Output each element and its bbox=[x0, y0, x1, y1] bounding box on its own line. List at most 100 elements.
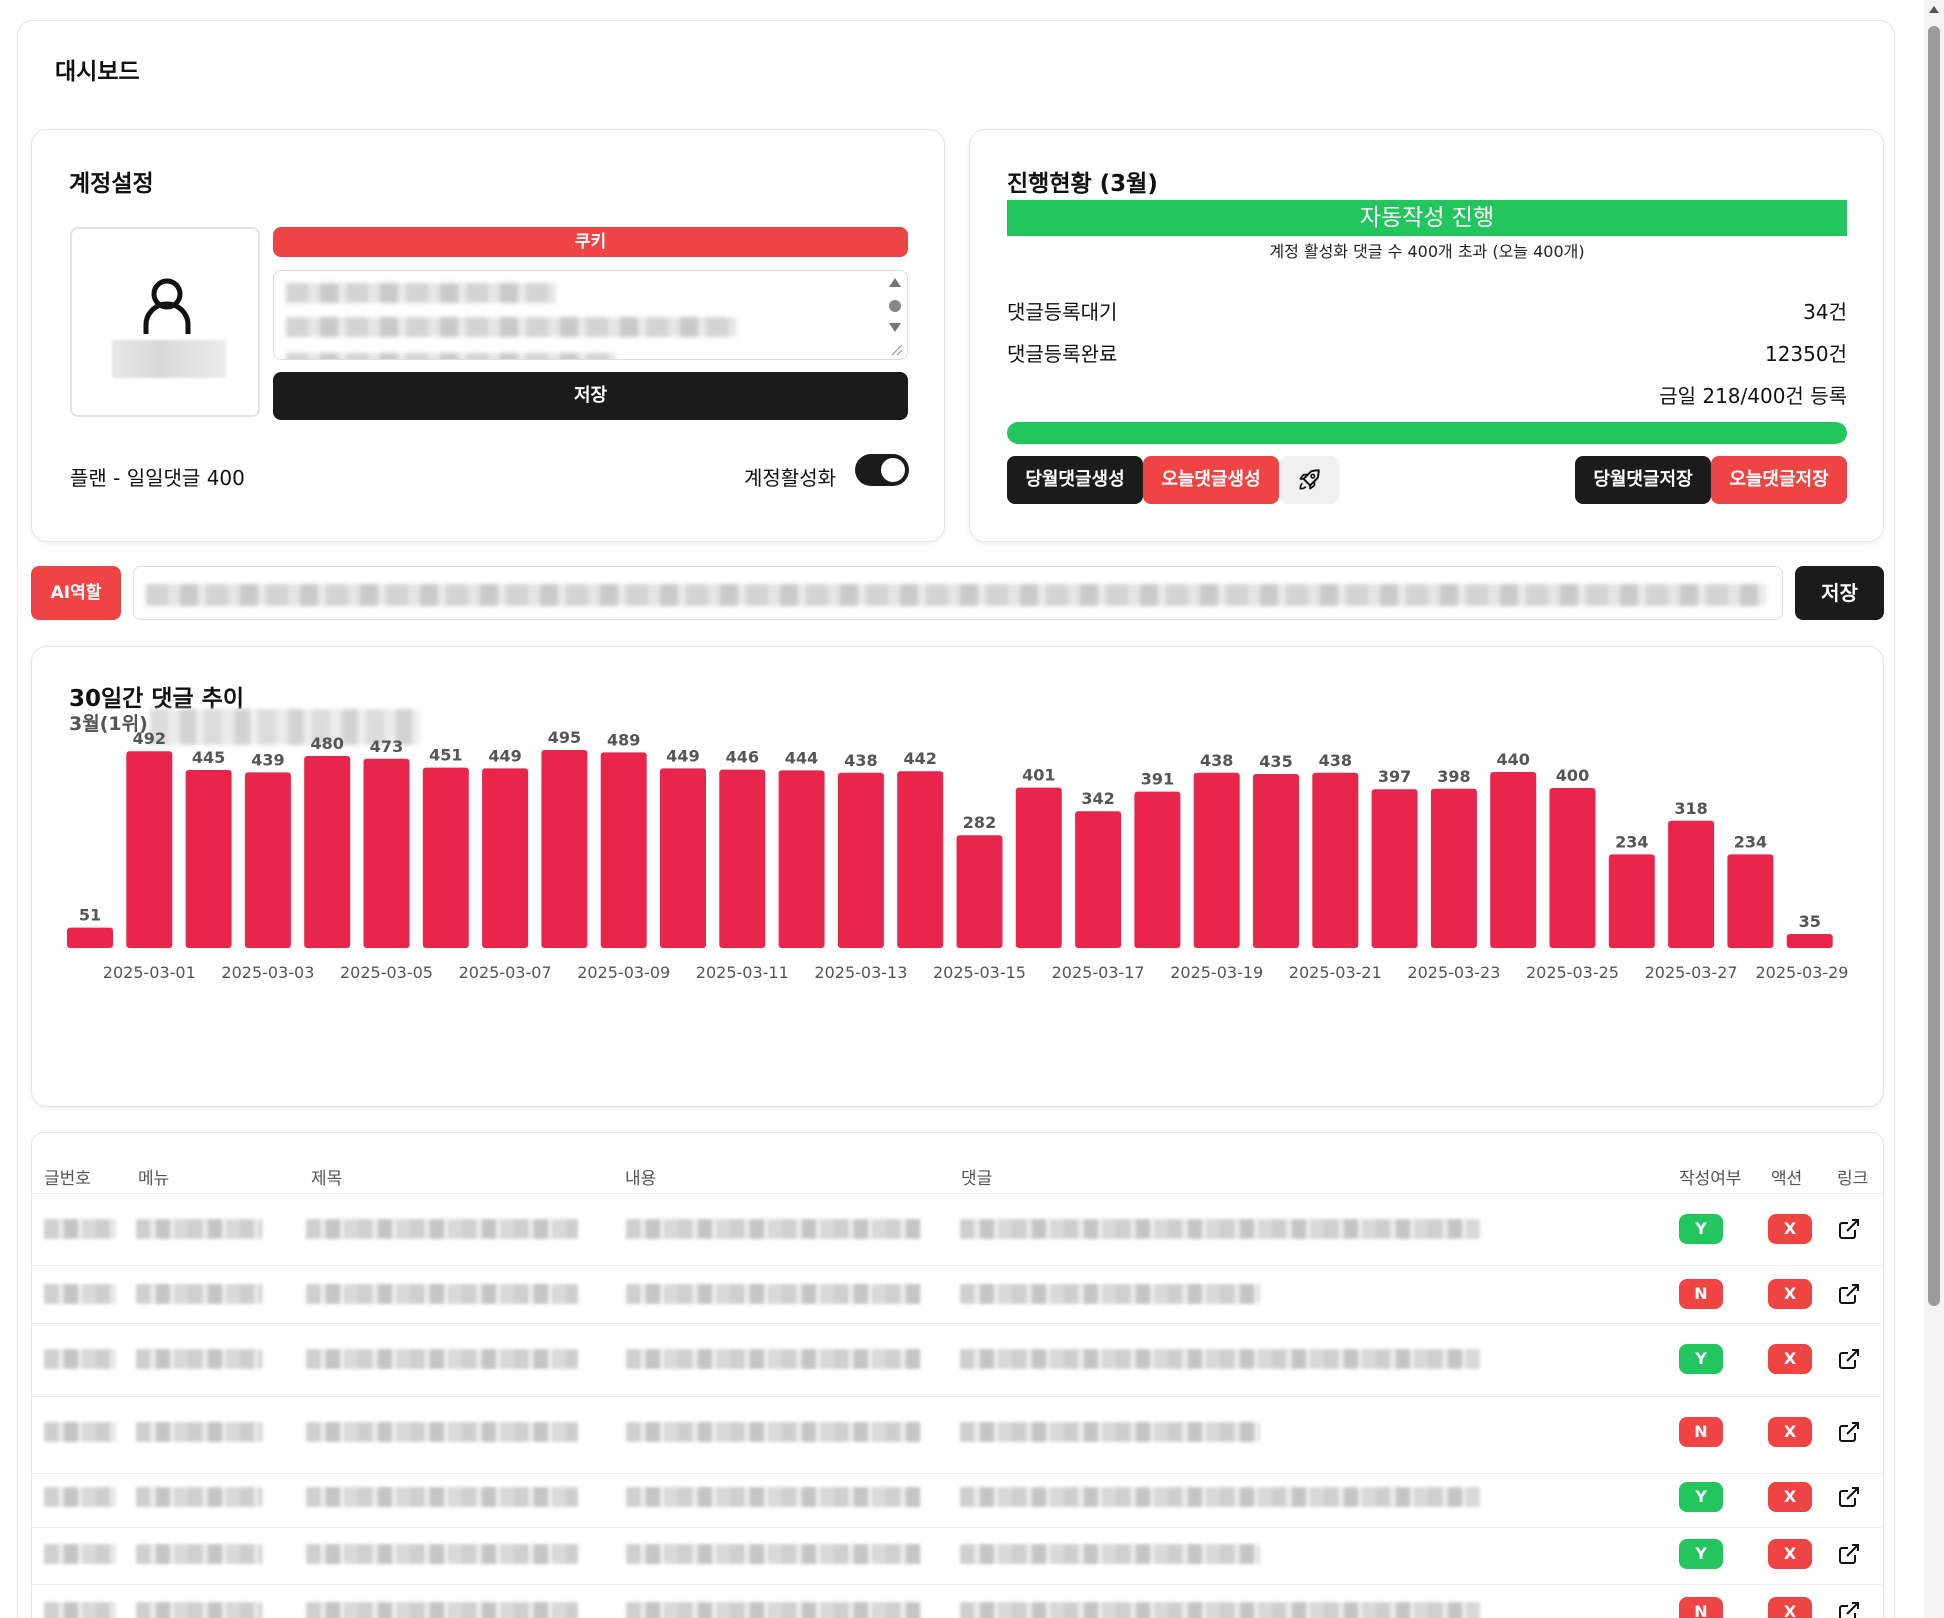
bar-2025-03-29[interactable] bbox=[1786, 934, 1833, 948]
x-tick-label: 2025-03-01 bbox=[103, 963, 196, 982]
x-tick-label: 2025-03-09 bbox=[577, 963, 670, 982]
bar-2025-03-07[interactable] bbox=[482, 768, 529, 948]
stat-value: 34건 bbox=[1803, 300, 1847, 324]
table-cell-redacted bbox=[626, 1349, 921, 1369]
bar-2025-03-05[interactable] bbox=[363, 758, 410, 948]
delete-action-button[interactable]: X bbox=[1768, 1279, 1812, 1309]
bar-2025-03-03[interactable] bbox=[244, 772, 291, 948]
month-comment-save-button[interactable]: 당월댓글저장 bbox=[1575, 456, 1711, 504]
bar-2025-03-10[interactable] bbox=[660, 768, 706, 948]
table-cell-redacted bbox=[626, 1544, 921, 1564]
table-cell-redacted bbox=[44, 1487, 116, 1507]
trend-subtitle-redacted bbox=[150, 709, 420, 745]
external-link-icon[interactable] bbox=[1837, 1600, 1861, 1618]
table-cell-redacted bbox=[306, 1219, 578, 1239]
table-cell-redacted bbox=[960, 1544, 1260, 1564]
external-link-icon[interactable] bbox=[1837, 1217, 1861, 1241]
cookie-textarea[interactable] bbox=[273, 270, 908, 360]
table-cell-redacted bbox=[306, 1422, 578, 1442]
bar-2025-03-15[interactable] bbox=[956, 835, 1003, 948]
bar-2025-03-18[interactable] bbox=[1134, 791, 1181, 948]
bar-2025-03-28[interactable] bbox=[1727, 854, 1774, 948]
bar-2025-03-14[interactable] bbox=[897, 771, 944, 948]
account-activate-toggle[interactable] bbox=[855, 454, 909, 486]
bar-2025-03-12[interactable] bbox=[778, 770, 825, 948]
cookie-text-redacted bbox=[286, 353, 616, 359]
table-cell-redacted bbox=[44, 1219, 116, 1239]
x-tick-label: 2025-03-17 bbox=[1052, 963, 1145, 982]
table-header: 액션 bbox=[1771, 1169, 1803, 1189]
delete-action-button[interactable]: X bbox=[1768, 1597, 1812, 1618]
scroll-up-icon[interactable] bbox=[1929, 6, 1939, 13]
external-link-icon[interactable] bbox=[1837, 1282, 1861, 1306]
bar-value-label: 495 bbox=[548, 728, 581, 747]
bar-value-label: 435 bbox=[1259, 752, 1292, 771]
bar-2025-03-19[interactable] bbox=[1193, 772, 1240, 948]
avatar bbox=[70, 227, 260, 417]
table-row-divider bbox=[31, 1193, 1884, 1194]
bar-2025-03-01[interactable] bbox=[126, 751, 173, 948]
table-cell-redacted bbox=[960, 1349, 1480, 1369]
bar-2025-03-27[interactable] bbox=[1668, 820, 1715, 948]
page-scrollbar[interactable] bbox=[1924, 0, 1944, 1618]
bar-2025-03-11[interactable] bbox=[719, 769, 766, 948]
bar-value-label: 440 bbox=[1496, 750, 1529, 769]
rocket-button[interactable] bbox=[1279, 456, 1339, 504]
bar-2025-03-25[interactable] bbox=[1549, 788, 1596, 948]
month-comment-generate-button[interactable]: 당월댓글생성 bbox=[1007, 456, 1143, 504]
bar-2025-03-02[interactable] bbox=[185, 770, 232, 948]
bar-2025-03-26[interactable] bbox=[1608, 854, 1655, 948]
delete-action-button[interactable]: X bbox=[1768, 1344, 1812, 1374]
bar-2025-03-13[interactable] bbox=[837, 772, 884, 948]
ai-role-text-redacted bbox=[146, 584, 1766, 606]
table-row-divider bbox=[31, 1584, 1884, 1585]
written-status-badge: N bbox=[1679, 1597, 1723, 1618]
bar-2025-03-06[interactable] bbox=[422, 767, 469, 948]
bar-2025-03-09[interactable] bbox=[600, 752, 647, 948]
bar-value-label: 451 bbox=[429, 746, 462, 765]
bar-2025-03-20[interactable] bbox=[1253, 774, 1299, 948]
delete-action-button[interactable]: X bbox=[1768, 1214, 1812, 1244]
delete-action-button[interactable]: X bbox=[1768, 1482, 1812, 1512]
bar-2025-03-17[interactable] bbox=[1075, 811, 1122, 948]
ai-role-save-button[interactable]: 저장 bbox=[1795, 566, 1884, 620]
scroll-thumb[interactable] bbox=[1928, 26, 1940, 1306]
today-comment-generate-button[interactable]: 오늘댓글생성 bbox=[1143, 456, 1279, 504]
delete-action-button[interactable]: X bbox=[1768, 1539, 1812, 1569]
x-tick-label: 2025-03-13 bbox=[814, 963, 907, 982]
bar-2025-03-08[interactable] bbox=[541, 750, 588, 948]
table-cell-redacted bbox=[960, 1422, 1260, 1442]
bar-value-label: 342 bbox=[1081, 789, 1114, 808]
table-cell-redacted bbox=[306, 1487, 578, 1507]
external-link-icon[interactable] bbox=[1837, 1347, 1861, 1371]
textarea-scroll-icon[interactable] bbox=[887, 275, 903, 357]
external-link-icon[interactable] bbox=[1837, 1485, 1861, 1509]
today-count-text: 금일 218/400건 등록 bbox=[1659, 384, 1847, 408]
delete-action-button[interactable]: X bbox=[1768, 1417, 1812, 1447]
table-cell-redacted bbox=[626, 1422, 921, 1442]
bar-2025-03-24[interactable] bbox=[1490, 772, 1537, 948]
comment-table bbox=[31, 1132, 1884, 1618]
today-comment-save-button[interactable]: 오늘댓글저장 bbox=[1711, 456, 1847, 504]
bar-value-label: 398 bbox=[1437, 767, 1470, 786]
ai-role-label: AI역할 bbox=[31, 566, 121, 620]
bar-2025-03-21[interactable] bbox=[1312, 772, 1359, 948]
table-cell-redacted bbox=[44, 1422, 116, 1442]
table-row-divider bbox=[31, 1265, 1884, 1266]
page-title: 대시보드 bbox=[55, 59, 140, 85]
x-tick-label: 2025-03-07 bbox=[459, 963, 552, 982]
bar-value-label: 449 bbox=[666, 746, 699, 765]
ai-role-input[interactable] bbox=[133, 566, 1783, 620]
external-link-icon[interactable] bbox=[1837, 1542, 1861, 1566]
bar-2025-03-16[interactable] bbox=[1015, 787, 1062, 948]
external-link-icon[interactable] bbox=[1837, 1420, 1861, 1444]
bar-2025-02-28[interactable] bbox=[67, 927, 113, 948]
cookie-save-button[interactable]: 저장 bbox=[273, 372, 908, 420]
written-status-badge: Y bbox=[1679, 1482, 1723, 1512]
cookie-text-redacted bbox=[286, 283, 556, 303]
bar-2025-03-04[interactable] bbox=[304, 756, 351, 948]
progress-card: 진행현황 (3월) 자동작성 진행 계정 활성화 댓글 수 400개 초과 (오… bbox=[969, 129, 1884, 542]
bar-2025-03-23[interactable] bbox=[1430, 788, 1477, 948]
trend-title: 30일간 댓글 추이 bbox=[69, 686, 244, 712]
bar-2025-03-22[interactable] bbox=[1371, 789, 1418, 948]
